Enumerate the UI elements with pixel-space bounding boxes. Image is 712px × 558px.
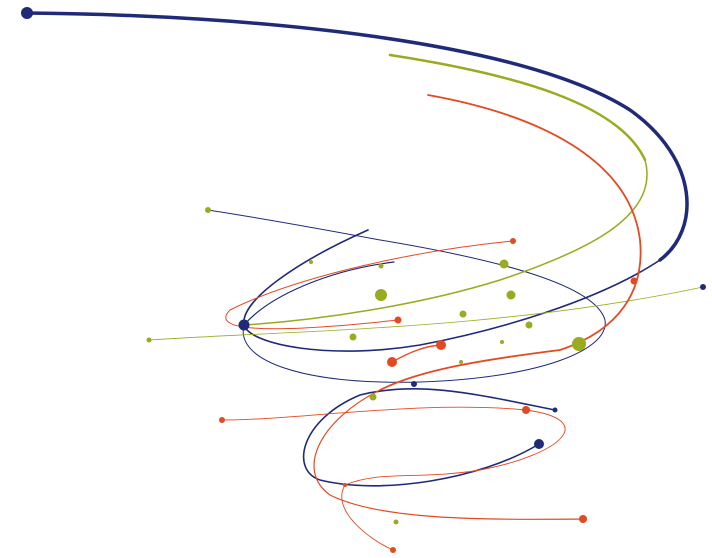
dot <box>534 439 544 449</box>
blue-curve <box>243 261 395 326</box>
dot <box>238 319 250 331</box>
dot <box>411 381 417 387</box>
blue-curve <box>25 11 689 262</box>
dots <box>21 7 706 553</box>
dot <box>436 340 446 350</box>
blue-curve <box>302 388 556 487</box>
blue-curve <box>243 229 661 352</box>
dot <box>459 310 467 318</box>
dot <box>375 289 387 301</box>
dot <box>343 483 347 487</box>
dot <box>394 316 402 324</box>
dot <box>500 340 504 344</box>
dot <box>390 547 396 553</box>
dot <box>525 321 533 329</box>
dot <box>510 238 516 244</box>
dot <box>700 284 706 290</box>
dot <box>572 337 586 351</box>
orange-curve <box>225 240 514 330</box>
dot <box>369 393 377 401</box>
dot <box>309 260 313 264</box>
blue-curve <box>207 209 606 383</box>
green-curve <box>244 159 648 326</box>
orange-curve <box>313 389 584 520</box>
dot <box>205 207 211 213</box>
dot <box>21 7 33 19</box>
dot <box>219 417 225 423</box>
dot <box>378 263 384 269</box>
dot <box>387 357 397 367</box>
orange-curve <box>221 406 566 551</box>
dot <box>499 259 509 269</box>
dot <box>579 515 587 523</box>
green-curve <box>388 53 647 162</box>
dot <box>522 406 530 414</box>
dot <box>393 519 399 525</box>
dot <box>552 407 558 413</box>
orange-curve <box>379 94 642 391</box>
green-curve <box>148 286 704 341</box>
dot <box>349 333 357 341</box>
dot <box>506 290 516 300</box>
dot <box>146 337 152 343</box>
dot <box>630 277 638 285</box>
dot <box>459 360 463 364</box>
